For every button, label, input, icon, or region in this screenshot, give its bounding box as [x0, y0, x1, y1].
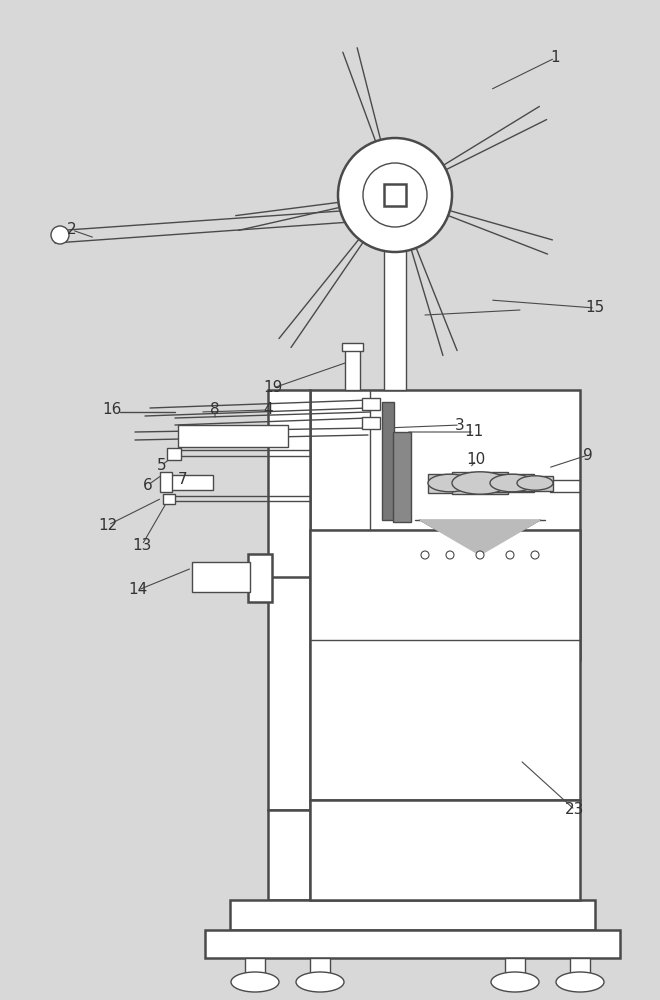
Text: 11: 11 [465, 424, 484, 440]
Bar [505, 958, 525, 976]
Bar [310, 530, 580, 800]
Bar [430, 810, 460, 900]
Bar [490, 474, 534, 492]
Bar [310, 958, 330, 976]
Bar [393, 432, 411, 522]
Circle shape [421, 551, 429, 559]
Polygon shape [420, 520, 540, 555]
Ellipse shape [296, 972, 344, 992]
Bar [248, 554, 272, 602]
Circle shape [51, 226, 69, 244]
Bar [342, 343, 363, 351]
Text: 7: 7 [178, 473, 188, 488]
Text: 23: 23 [566, 802, 585, 818]
Text: 1: 1 [550, 50, 560, 66]
Ellipse shape [517, 476, 553, 490]
Text: 8: 8 [210, 402, 220, 418]
Bar [384, 206, 406, 390]
Circle shape [476, 551, 484, 559]
Bar [268, 810, 310, 900]
Ellipse shape [428, 474, 472, 492]
Bar [178, 425, 288, 447]
Bar [192, 562, 250, 592]
Circle shape [338, 138, 452, 252]
Text: 14: 14 [129, 582, 148, 597]
Circle shape [506, 551, 514, 559]
Bar [382, 402, 394, 520]
Text: 3: 3 [455, 418, 465, 432]
Bar [163, 494, 175, 504]
Bar [310, 390, 580, 660]
Bar [570, 958, 590, 976]
Bar [428, 474, 472, 493]
Text: 5: 5 [157, 458, 167, 473]
Bar [268, 390, 310, 810]
Circle shape [446, 551, 454, 559]
Bar [362, 417, 380, 429]
Ellipse shape [231, 972, 279, 992]
Bar [345, 350, 360, 390]
Text: 12: 12 [98, 518, 117, 532]
Text: 10: 10 [467, 452, 486, 468]
Bar [362, 398, 380, 410]
Bar [230, 900, 595, 930]
Ellipse shape [491, 972, 539, 992]
Text: 15: 15 [585, 300, 605, 316]
Bar [452, 472, 508, 494]
Circle shape [363, 163, 427, 227]
Bar [205, 930, 620, 958]
Bar [310, 800, 580, 900]
Text: 6: 6 [143, 478, 153, 492]
Bar [384, 184, 406, 206]
Ellipse shape [452, 472, 508, 494]
Text: 4: 4 [263, 402, 273, 418]
Ellipse shape [490, 474, 534, 492]
Text: 16: 16 [102, 402, 121, 418]
Bar [517, 476, 553, 491]
Text: 2: 2 [67, 223, 77, 237]
Ellipse shape [556, 972, 604, 992]
Bar [167, 448, 181, 460]
Text: 9: 9 [583, 448, 593, 462]
Bar [160, 472, 172, 492]
Text: 13: 13 [132, 538, 152, 552]
Bar [245, 958, 265, 976]
Circle shape [531, 551, 539, 559]
Text: 19: 19 [263, 380, 282, 395]
Bar [168, 475, 213, 490]
